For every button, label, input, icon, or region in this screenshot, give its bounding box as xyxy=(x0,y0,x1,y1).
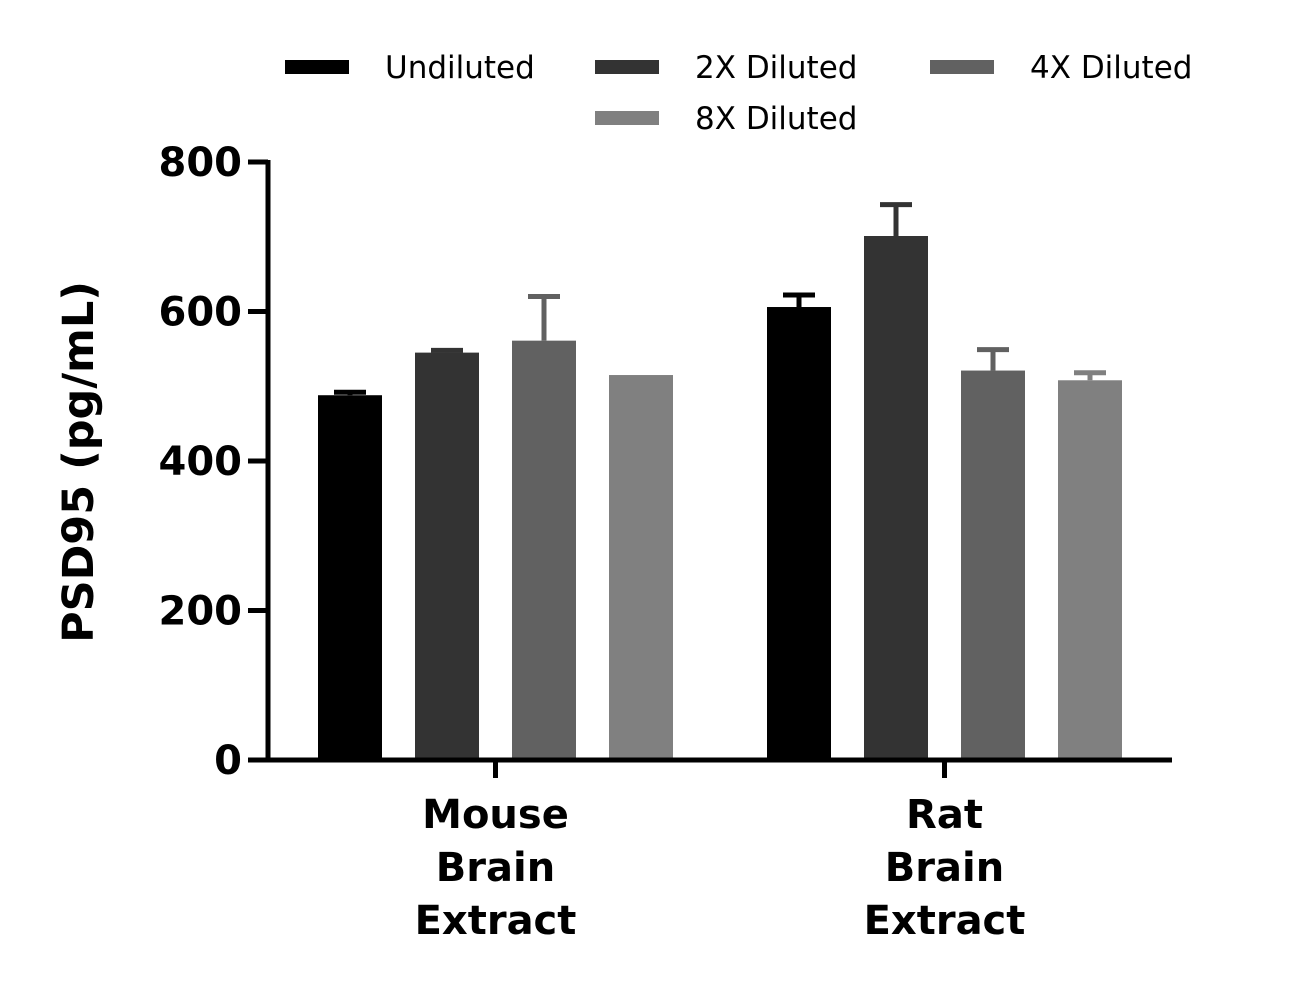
legend-label: 2X Diluted xyxy=(695,50,857,86)
bar xyxy=(318,395,382,760)
bar xyxy=(864,236,928,760)
legend-swatch xyxy=(595,111,659,125)
y-tick-label: 0 xyxy=(214,738,242,784)
x-category-label: Mouse Brain Extract xyxy=(415,792,577,944)
bar xyxy=(961,370,1025,760)
legend-label: 4X Diluted xyxy=(1030,50,1192,86)
bars xyxy=(318,202,1122,760)
x-category-label-line: Mouse xyxy=(422,792,569,838)
legend-swatch xyxy=(930,60,994,74)
bar xyxy=(512,340,576,760)
legend-swatch xyxy=(285,60,349,74)
x-category-label: Rat Brain Extract xyxy=(864,792,1026,944)
x-category-label-line: Brain xyxy=(436,845,555,891)
legend-swatch xyxy=(595,60,659,74)
bar xyxy=(767,307,831,760)
y-tick-label: 400 xyxy=(159,439,243,485)
bar xyxy=(609,375,673,760)
x-category-label-line: Rat xyxy=(906,792,983,838)
y-tick-label: 800 xyxy=(159,140,243,186)
y-axis-label: PSD95 (pg/mL) xyxy=(54,281,104,643)
bar xyxy=(1058,380,1122,760)
x-category-label-line: Extract xyxy=(864,898,1026,944)
y-axis: 0 200 400 600 800 xyxy=(159,140,271,784)
bar xyxy=(415,352,479,760)
x-category-label-line: Brain xyxy=(885,845,1004,891)
y-tick-label: 200 xyxy=(159,589,243,635)
x-category-label-line: Extract xyxy=(415,898,577,944)
legend-label: 8X Diluted xyxy=(695,101,857,137)
x-axis: Mouse Brain Extract Rat Brain Extract xyxy=(248,757,1172,944)
legend: Undiluted 2X Diluted 4X Diluted 8X Diluted xyxy=(285,50,1192,137)
legend-label: Undiluted xyxy=(385,50,535,86)
y-tick-label: 600 xyxy=(159,290,243,336)
